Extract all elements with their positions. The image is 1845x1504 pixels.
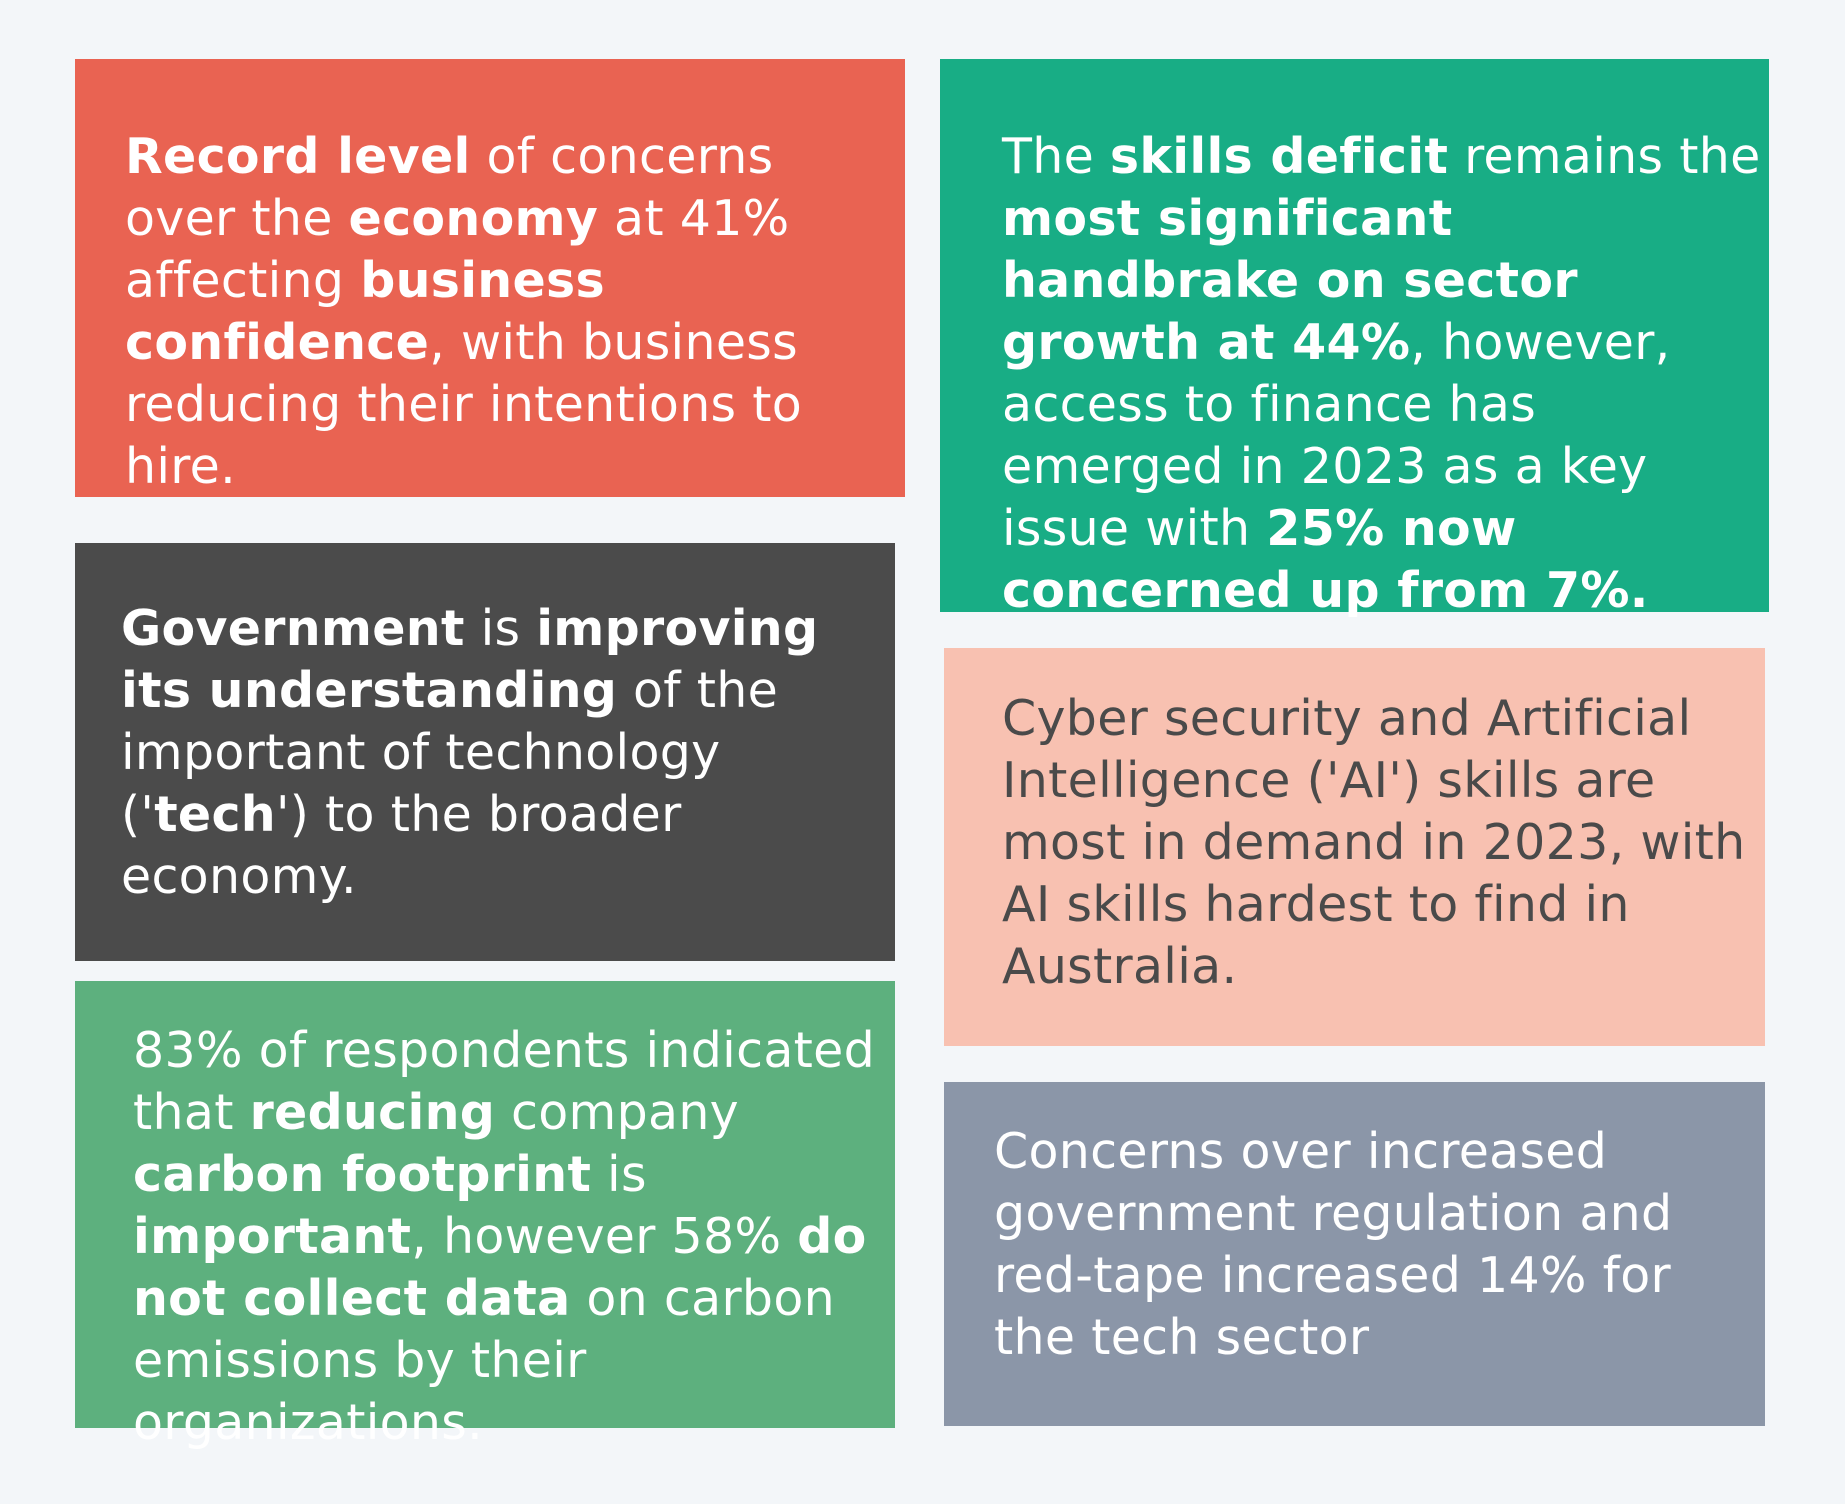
- text-segment: , however 58%: [411, 1208, 798, 1265]
- text-segment: do not collect data: [133, 1208, 867, 1327]
- text-segment: Concerns over increased government regul…: [994, 1123, 1673, 1366]
- carbon-footprint-text: 83% of respondents indicated that reduci…: [133, 1020, 893, 1454]
- economy-concerns-text: Record level of concerns over the econom…: [125, 126, 895, 498]
- skills-deficit-text: The skills deficit remains the most sign…: [1002, 126, 1762, 622]
- text-segment: tech: [154, 786, 276, 843]
- government-understanding-text: Government is improving its understandin…: [121, 598, 881, 908]
- text-segment: most significant handbrake on sector gro…: [1002, 190, 1578, 371]
- text-segment: business confidence: [125, 252, 605, 371]
- text-segment: reducing: [249, 1084, 496, 1141]
- text-segment: , however, access to finance has emerged…: [1002, 314, 1671, 557]
- text-segment: Government: [121, 600, 465, 657]
- text-segment: 25% now concerned up from 7%.: [1002, 500, 1649, 619]
- economy-concerns-card: Record level of concerns over the econom…: [75, 59, 905, 497]
- text-segment: skills deficit: [1109, 128, 1449, 185]
- text-segment: improving its understanding: [121, 600, 819, 719]
- text-segment: of concerns over the: [125, 128, 774, 247]
- regulation-concerns-card: Concerns over increased government regul…: [944, 1082, 1765, 1426]
- carbon-footprint-card: 83% of respondents indicated that reduci…: [75, 981, 895, 1451]
- text-segment: is: [464, 600, 537, 657]
- text-segment: The: [1002, 128, 1110, 185]
- text-segment: Record level: [125, 128, 471, 185]
- text-segment: of the important of technology (': [121, 662, 779, 843]
- text-segment: , with business reducing their intention…: [125, 314, 803, 495]
- text-segment: at 41% affecting: [125, 190, 790, 309]
- text-segment: on carbon emissions by their organizatio…: [133, 1270, 835, 1451]
- text-segment: remains the: [1448, 128, 1761, 185]
- text-segment: is: [591, 1146, 647, 1203]
- text-segment: important: [133, 1208, 412, 1265]
- regulation-concerns-text: Concerns over increased government regul…: [994, 1121, 1754, 1369]
- text-segment: economy: [348, 190, 599, 247]
- cyber-ai-skills-card: Cyber security and Artificial Intelligen…: [944, 648, 1765, 1046]
- text-segment: 83% of respondents indicated that: [133, 1022, 876, 1141]
- text-segment: company: [495, 1084, 739, 1141]
- text-segment: ') to the broader economy.: [121, 786, 682, 905]
- text-segment: carbon footprint: [133, 1146, 592, 1203]
- government-understanding-card: Government is improving its understandin…: [75, 543, 895, 961]
- cyber-ai-skills-text: Cyber security and Artificial Intelligen…: [1002, 688, 1762, 998]
- skills-deficit-card: The skills deficit remains the most sign…: [940, 59, 1769, 619]
- text-segment: Cyber security and Artificial Intelligen…: [1002, 690, 1746, 995]
